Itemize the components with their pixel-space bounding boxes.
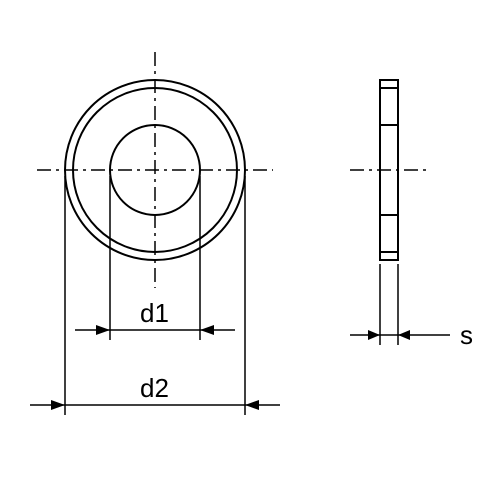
d1-arrow-right: [200, 325, 214, 335]
s-label: s: [460, 320, 473, 351]
s-arrow-left: [368, 330, 380, 340]
d2-arrow-right: [245, 400, 259, 410]
washer-drawing: [0, 0, 500, 500]
s-arrow-right: [398, 330, 410, 340]
side-view: [350, 80, 428, 260]
d1-arrow-left: [96, 325, 110, 335]
face-view: [37, 52, 273, 288]
d2-label: d2: [140, 373, 169, 404]
d2-arrow-left: [51, 400, 65, 410]
d1-label: d1: [140, 298, 169, 329]
dimension-s: [350, 264, 450, 345]
